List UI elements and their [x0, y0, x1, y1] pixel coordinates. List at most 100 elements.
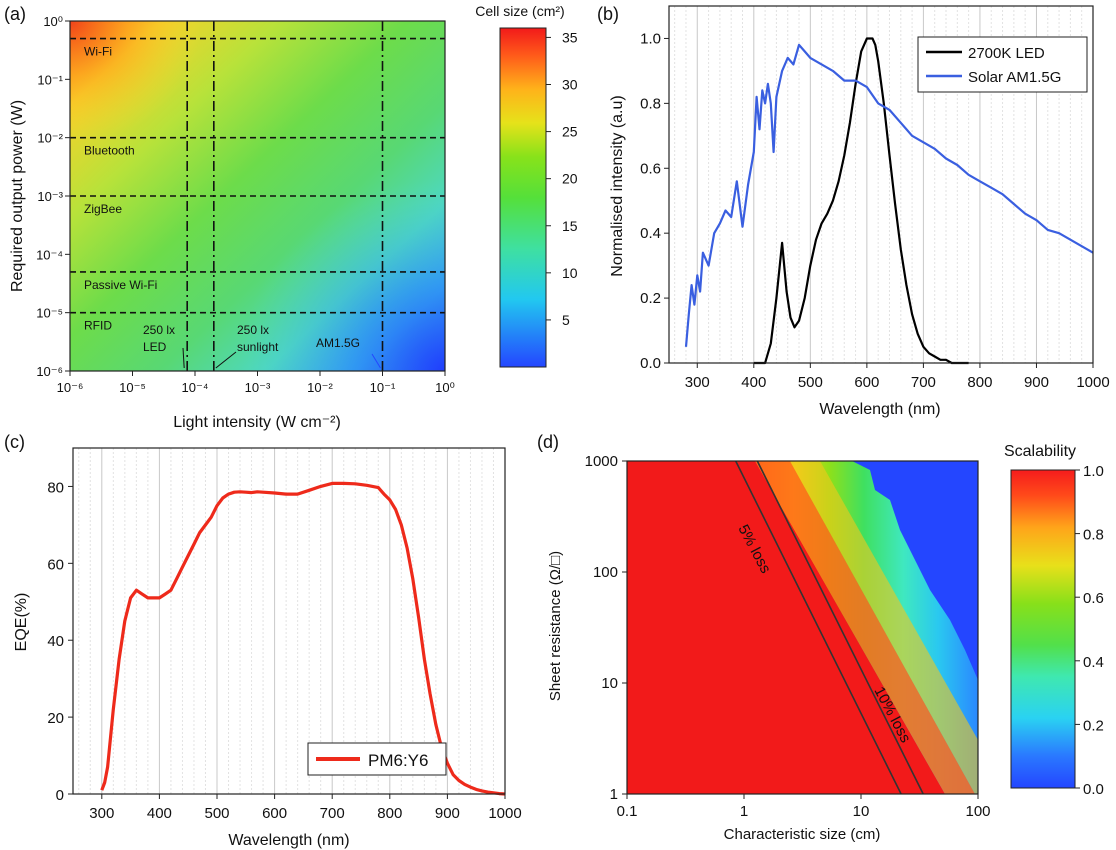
y-tick-label: 20 [47, 710, 64, 727]
x-tick-label: 500 [798, 374, 823, 391]
x-tick-label: 600 [854, 374, 879, 391]
panel-c-ylabel: EQE(%) [13, 593, 30, 652]
x-tick-label: 400 [147, 805, 172, 822]
x-tick-label: 10⁻⁵ [119, 380, 146, 395]
panel-c-frame [72, 447, 506, 795]
marker-pointer [371, 353, 381, 369]
power-level-label: ZigBee [84, 202, 122, 216]
y-tick-label: 10⁻¹ [37, 72, 63, 87]
colorbar-tick-label: 0.4 [1083, 654, 1104, 671]
y-tick-label: 0.4 [640, 225, 661, 242]
y-tick-label: 60 [47, 556, 64, 573]
panel-b-ylabel: Normalised intensity (a.u) [609, 95, 626, 276]
panel-a-xlabel: Light intensity (W cm⁻²) [173, 414, 341, 431]
intensity-marker-label: LED [143, 340, 167, 354]
x-tick-label: 900 [1024, 374, 1049, 391]
colorbar-tick-label: 30 [562, 77, 578, 93]
power-level-label: Bluetooth [84, 144, 135, 158]
panel-a: (a) Wi-Fi Bluetooth ZigBee Passive Wi-Fi RFI… [4, 3, 578, 431]
colorbar-tick-label: 1.0 [1083, 463, 1104, 480]
y-tick-label: 10⁻² [37, 131, 63, 146]
panel-b: (b) 300 400 500 600 700 800 900 1000 0.0 0.2 0.4 0… [597, 4, 1110, 418]
panel-d-colorbar [1010, 469, 1076, 789]
y-tick-label: 10⁰ [43, 14, 63, 29]
legend-label-led: 2700K LED [968, 45, 1045, 62]
colorbar-tick-label: 0.0 [1083, 781, 1104, 798]
x-tick-label: 800 [967, 374, 992, 391]
panel-d-colorbar-title: Scalability [1004, 443, 1076, 460]
intensity-marker-label: 250 lx [237, 323, 269, 337]
legend-label-solar: Solar AM1.5G [968, 69, 1061, 86]
series-line [753, 37, 969, 365]
x-tick-label: 1 [740, 803, 748, 820]
legend-label-pm6y6: PM6:Y6 [368, 751, 428, 770]
y-tick-label: 10⁻⁵ [36, 306, 63, 321]
panel-d-ylabel: Sheet resistance (Ω/□) [547, 551, 564, 701]
x-tick-label: 100 [965, 803, 990, 820]
x-tick-label: 800 [377, 805, 402, 822]
marker-pointer [182, 347, 185, 369]
panel-b-xlabel: Wavelength (nm) [819, 401, 940, 418]
y-tick-label: 0.2 [640, 290, 661, 307]
y-tick-label: 0.6 [640, 160, 661, 177]
y-tick-label: 10⁻³ [37, 189, 63, 204]
x-tick-label: 900 [435, 805, 460, 822]
y-tick-label: 80 [47, 479, 64, 496]
panel-a-heatmap-high-region [70, 21, 445, 371]
x-tick-label: 700 [320, 805, 345, 822]
x-tick-label: 1000 [488, 805, 521, 822]
panel-a-label: (a) [4, 4, 26, 24]
colorbar-tick-label: 20 [562, 171, 578, 187]
intensity-marker-label: sunlight [237, 340, 279, 354]
colorbar-tick-label: 5 [562, 312, 570, 328]
panel-c-legend-box [307, 742, 447, 776]
x-tick-label: 10⁻⁶ [57, 380, 84, 395]
panel-d-frame [626, 460, 979, 795]
panel-a-colorbar-title: Cell size (cm²) [475, 3, 564, 19]
panel-b-label: (b) [597, 4, 619, 24]
x-tick-label: 0.1 [617, 803, 638, 820]
colorbar-tick-label: 0.8 [1083, 527, 1104, 544]
panel-c-label: (c) [4, 432, 25, 452]
panel-d-xlabel: Characteristic size (cm) [724, 826, 881, 843]
x-tick-label: 700 [911, 374, 936, 391]
marker-pointer [215, 351, 237, 369]
y-tick-label: 10 [601, 675, 618, 692]
x-tick-label: 600 [262, 805, 287, 822]
y-tick-label: 1.0 [640, 30, 661, 47]
y-tick-label: 1 [610, 786, 618, 803]
panel-c-xlabel: Wavelength (nm) [228, 832, 349, 849]
power-level-label: RFID [84, 319, 112, 333]
y-tick-label: 10⁻⁶ [36, 364, 63, 379]
panel-a-colorbar [499, 27, 547, 368]
panel-c-plot-area [73, 448, 505, 794]
panel-d-label: (d) [537, 432, 559, 452]
y-tick-label: 1000 [585, 453, 618, 470]
intensity-marker-label: 250 lx [143, 323, 175, 337]
colorbar-tick-label: 0.2 [1083, 717, 1104, 734]
panel-c: (c) 300 400 500 600 700 800 900 1000 020406080 … [4, 432, 522, 849]
x-tick-label: 10 [853, 803, 870, 820]
x-tick-label: 10⁻⁴ [182, 380, 209, 395]
panel-b-legend-box [917, 36, 1088, 93]
x-tick-label: 400 [741, 374, 766, 391]
y-tick-label: 0.8 [640, 95, 661, 112]
series-line [684, 43, 1094, 347]
panel-b-legend: 2700K LED Solar AM1.5G [917, 36, 1088, 93]
x-tick-label: 500 [204, 805, 229, 822]
colorbar-tick-label: 15 [562, 218, 578, 234]
x-tick-label: 10⁰ [435, 380, 455, 395]
panel-d-heatmap [627, 461, 978, 794]
x-tick-label: 10⁻² [307, 380, 333, 395]
power-level-label: Wi-Fi [84, 45, 112, 59]
contour-line [756, 461, 924, 794]
panel-b-frame [668, 5, 1094, 364]
y-tick-label: 100 [593, 564, 618, 581]
intensity-marker-label: AM1.5G [316, 336, 360, 350]
colorbar-tick-label: 25 [562, 124, 578, 140]
colorbar-tick-label: 10 [562, 265, 578, 281]
panel-d: (d) 5% loss 10% loss 0.1 1 10 100 110100100… [537, 432, 1104, 843]
colorbar-tick-label: 35 [562, 29, 578, 45]
x-tick-label: 300 [89, 805, 114, 822]
